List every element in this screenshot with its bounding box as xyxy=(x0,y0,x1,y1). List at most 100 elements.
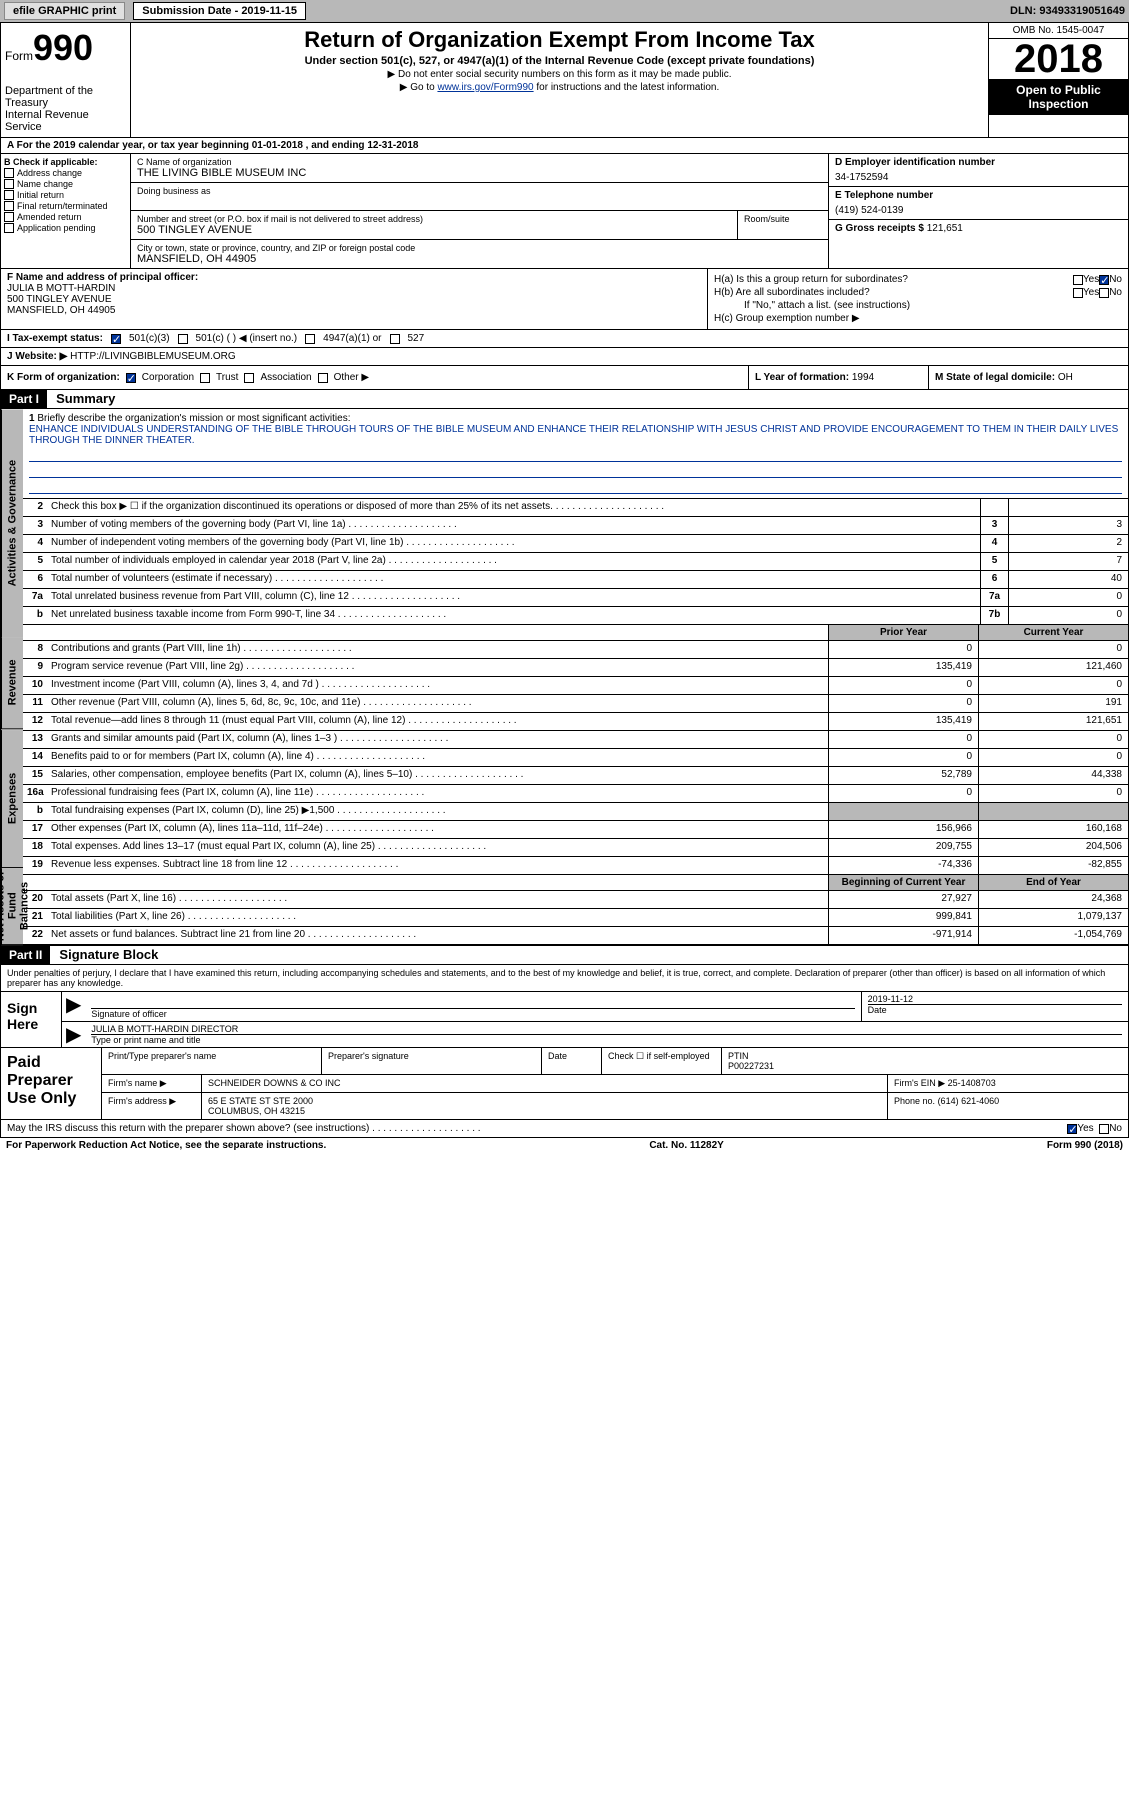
penalty-text: Under penalties of perjury, I declare th… xyxy=(1,965,1128,991)
form-note1: ▶ Do not enter social security numbers o… xyxy=(135,69,984,80)
form-number-box: Form990 Department of the Treasury Inter… xyxy=(1,23,131,137)
chk-address[interactable] xyxy=(4,168,14,178)
org-city: MANSFIELD, OH 44905 xyxy=(137,253,822,265)
chk-other[interactable] xyxy=(318,373,328,383)
gov-line: 3Number of voting members of the governi… xyxy=(23,517,1128,535)
org-name: THE LIVING BIBLE MUSEUM INC xyxy=(137,167,822,179)
side-exp: Expenses xyxy=(1,730,23,868)
officer-addr1: 500 TINGLEY AVENUE xyxy=(7,294,701,305)
row-a: A For the 2019 calendar year, or tax yea… xyxy=(0,138,1129,154)
efile-btn[interactable]: efile GRAPHIC print xyxy=(4,2,125,20)
open-public: Open to Public Inspection xyxy=(989,79,1128,115)
firm-addr1: 65 E STATE ST STE 2000 xyxy=(208,1096,881,1106)
chk-trust[interactable] xyxy=(200,373,210,383)
col-f: F Name and address of principal officer:… xyxy=(1,269,708,329)
row-k: K Form of organization: Corporation Trus… xyxy=(0,366,1129,390)
website-url: HTTP://LIVINGBIBLEMUSEUM.ORG xyxy=(70,351,236,362)
paid-prep-label: Paid Preparer Use Only xyxy=(1,1048,101,1119)
summary-line: 18Total expenses. Add lines 13–17 (must … xyxy=(23,839,1128,857)
irs-link[interactable]: www.irs.gov/Form990 xyxy=(437,82,533,93)
part1-title: Summary xyxy=(56,391,115,406)
year-header-na: Beginning of Current Year End of Year xyxy=(23,875,1128,891)
sign-here-label: Sign Here xyxy=(1,992,61,1047)
chk-4947[interactable] xyxy=(305,334,315,344)
side-na: Net Assets or Fund Balances xyxy=(1,868,23,945)
summary-body: Activities & Governance Revenue Expenses… xyxy=(0,409,1129,946)
gov-line: 5Total number of individuals employed in… xyxy=(23,553,1128,571)
summary-line: 14Benefits paid to or for members (Part … xyxy=(23,749,1128,767)
part1-bar: Part I Summary xyxy=(0,390,1129,409)
officer-name: JULIA B MOTT-HARDIN xyxy=(7,283,701,294)
summary-line: 21Total liabilities (Part X, line 26)999… xyxy=(23,909,1128,927)
arrow-icon: ▶ xyxy=(62,1022,85,1047)
form-title-box: Return of Organization Exempt From Incom… xyxy=(131,23,988,137)
tax-year: 2018 xyxy=(989,39,1128,79)
room-suite: Room/suite xyxy=(738,211,828,239)
side-gov: Activities & Governance xyxy=(1,409,23,637)
mission-block: 1 Briefly describe the organization's mi… xyxy=(23,409,1128,499)
section-bc: B Check if applicable: Address change Na… xyxy=(0,154,1129,269)
chk-ha-no[interactable] xyxy=(1099,275,1109,285)
col-b-title: B Check if applicable: xyxy=(4,157,127,167)
submission-date: Submission Date - 2019-11-15 xyxy=(133,2,306,20)
summary-line: 22Net assets or fund balances. Subtract … xyxy=(23,927,1128,945)
firm-addr2: COLUMBUS, OH 43215 xyxy=(208,1106,881,1116)
gov-line: 6Total number of volunteers (estimate if… xyxy=(23,571,1128,589)
chk-discuss-no[interactable] xyxy=(1099,1124,1109,1134)
cat-no: Cat. No. 11282Y xyxy=(326,1140,1047,1151)
chk-corp[interactable] xyxy=(126,373,136,383)
summary-line: 13Grants and similar amounts paid (Part … xyxy=(23,731,1128,749)
state-domicile: OH xyxy=(1058,372,1073,383)
gov-line: bNet unrelated business taxable income f… xyxy=(23,607,1128,625)
chk-ha-yes[interactable] xyxy=(1073,275,1083,285)
summary-line: 16aProfessional fundraising fees (Part I… xyxy=(23,785,1128,803)
website-row: J Website: ▶ HTTP://LIVINGBIBLEMUSEUM.OR… xyxy=(0,348,1129,366)
officer-addr2: MANSFIELD, OH 44905 xyxy=(7,305,701,316)
org-address: 500 TINGLEY AVENUE xyxy=(137,224,731,236)
col-b: B Check if applicable: Address change Na… xyxy=(1,154,131,268)
firm-phone: (614) 621-4060 xyxy=(938,1096,1000,1106)
summary-line: 8Contributions and grants (Part VIII, li… xyxy=(23,641,1128,659)
chk-final[interactable] xyxy=(4,201,14,211)
arrow-icon: ▶ xyxy=(62,992,85,1021)
telephone: (419) 524-0139 xyxy=(835,205,1122,216)
chk-discuss-yes[interactable] xyxy=(1067,1124,1077,1134)
form-note2: ▶ Go to www.irs.gov/Form990 for instruct… xyxy=(135,82,984,93)
summary-line: 15Salaries, other compensation, employee… xyxy=(23,767,1128,785)
summary-line: 12Total revenue—add lines 8 through 11 (… xyxy=(23,713,1128,731)
summary-line: 11Other revenue (Part VIII, column (A), … xyxy=(23,695,1128,713)
chk-hb-no[interactable] xyxy=(1099,288,1109,298)
chk-assoc[interactable] xyxy=(244,373,254,383)
chk-501c[interactable] xyxy=(178,334,188,344)
chk-hb-yes[interactable] xyxy=(1073,288,1083,298)
firm-name: SCHNEIDER DOWNS & CO INC xyxy=(202,1075,888,1092)
bottom-line: For Paperwork Reduction Act Notice, see … xyxy=(0,1138,1129,1153)
gov-line: 7aTotal unrelated business revenue from … xyxy=(23,589,1128,607)
form-title: Return of Organization Exempt From Incom… xyxy=(135,27,984,53)
footer-row: May the IRS discuss this return with the… xyxy=(0,1120,1129,1138)
chk-amended[interactable] xyxy=(4,212,14,222)
officer-print-name: JULIA B MOTT-HARDIN DIRECTOR xyxy=(91,1024,1122,1034)
gov-line: 4Number of independent voting members of… xyxy=(23,535,1128,553)
year-box: OMB No. 1545-0047 2018 Open to Public In… xyxy=(988,23,1128,137)
mission-text: ENHANCE INDIVIDUALS UNDERSTANDING OF THE… xyxy=(29,424,1122,446)
dept-label: Department of the Treasury Internal Reve… xyxy=(5,85,126,133)
ptin: P00227231 xyxy=(728,1061,1122,1071)
chk-pending[interactable] xyxy=(4,223,14,233)
chk-name[interactable] xyxy=(4,179,14,189)
side-rev: Revenue xyxy=(1,637,23,729)
form-ref: Form 990 (2018) xyxy=(1047,1140,1123,1151)
chk-501c3[interactable] xyxy=(111,334,121,344)
chk-527[interactable] xyxy=(390,334,400,344)
summary-line: 19Revenue less expenses. Subtract line 1… xyxy=(23,857,1128,875)
part1-hdr: Part I xyxy=(1,390,47,408)
col-c: C Name of organization THE LIVING BIBLE … xyxy=(131,154,828,268)
signature-section: Under penalties of perjury, I declare th… xyxy=(0,965,1129,1120)
chk-initial[interactable] xyxy=(4,190,14,200)
part2-hdr: Part II xyxy=(1,946,50,964)
gross-receipts: 121,651 xyxy=(927,223,963,234)
summary-line: 9Program service revenue (Part VIII, lin… xyxy=(23,659,1128,677)
firm-ein: 25-1408703 xyxy=(948,1078,996,1088)
dln: DLN: 93493319051649 xyxy=(1010,5,1125,17)
year-header-rev: Prior Year Current Year xyxy=(23,625,1128,641)
